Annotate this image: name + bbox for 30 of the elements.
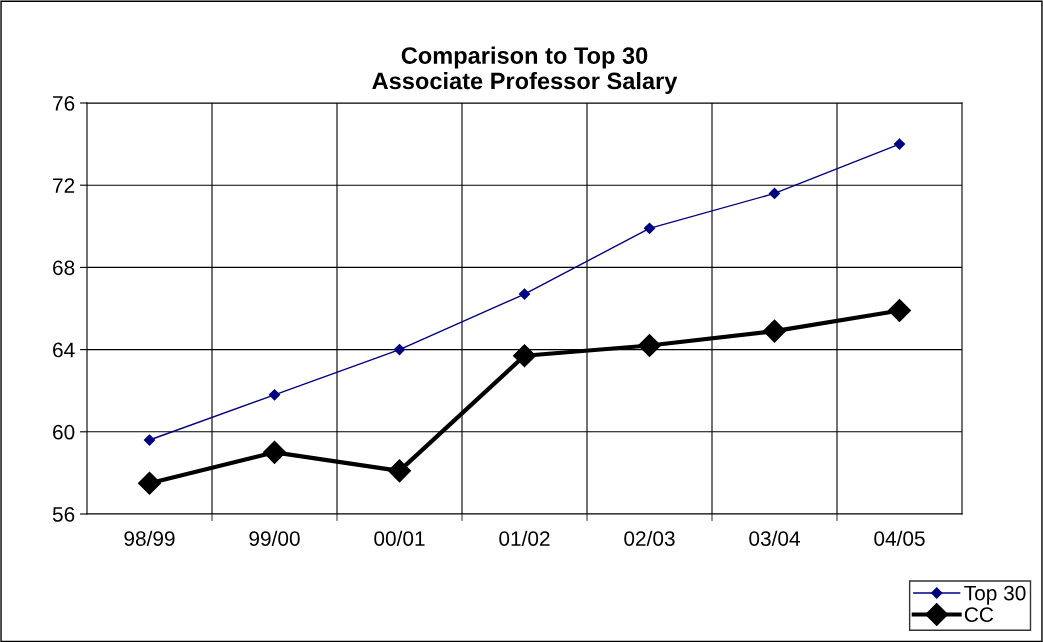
x-tick-label: 02/03 xyxy=(624,530,675,546)
point xyxy=(388,459,411,483)
x-tick-label: 00/01 xyxy=(374,530,425,546)
y-tick-label: 60 xyxy=(53,424,75,440)
point xyxy=(768,187,781,200)
y-tick-label: 64 xyxy=(53,342,75,358)
point xyxy=(268,389,281,401)
point xyxy=(393,343,406,356)
point xyxy=(888,299,911,323)
point xyxy=(638,333,661,357)
point xyxy=(518,288,531,300)
point xyxy=(763,319,786,343)
point xyxy=(643,222,656,234)
x-tick-label: 01/02 xyxy=(499,530,550,546)
y-tick-label: 72 xyxy=(53,178,75,193)
legend-label: Top 30 xyxy=(964,585,1026,605)
y-tick-label: 56 xyxy=(52,507,75,522)
point xyxy=(143,434,156,446)
x-tick-label: 99/00 xyxy=(249,530,300,546)
y-tick-label: 68 xyxy=(53,260,75,276)
y-tick-label: 76 xyxy=(53,96,75,111)
x-tick-label: 03/04 xyxy=(749,530,800,546)
x-tick-label: 04/05 xyxy=(874,530,925,546)
point xyxy=(513,344,536,368)
point xyxy=(138,471,161,495)
chart-title: Comparison to Top 30 Associate Professor Salary xyxy=(372,46,678,95)
x-tick-label: 98/99 xyxy=(124,530,175,546)
point xyxy=(893,138,906,150)
legend-label: CC xyxy=(964,607,994,623)
point xyxy=(263,440,286,464)
